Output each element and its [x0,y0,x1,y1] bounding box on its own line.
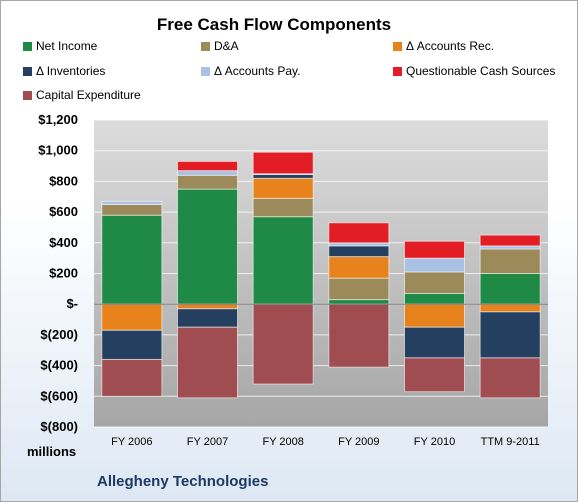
bar-segment [101,329,163,360]
legend-item: Δ Accounts Pay. [201,64,301,78]
legend-label: Δ Inventories [36,64,106,78]
bar-segment [404,257,465,273]
legend-swatch [201,67,210,76]
bar-segment [177,326,238,399]
legend-label: Δ Accounts Pay. [214,64,301,78]
legend-label: D&A [214,39,239,53]
bar-segment [404,357,465,393]
bar-segment [479,273,541,305]
bar-segment [328,303,390,368]
x-tick-label: TTM 9-2011 [481,436,540,448]
legend-item: Questionable Cash Sources [393,64,555,78]
chart-title: Free Cash Flow Components [156,15,392,34]
bar-segment [328,277,390,301]
legend-label: Questionable Cash Sources [406,64,556,78]
bar-segment [101,303,163,331]
bar-segment [177,170,238,176]
y-tick-label: $200 [49,266,78,281]
bar-segment [177,308,238,328]
bar-segment [101,200,163,205]
bar-segment [479,311,541,359]
bar-segment [252,151,314,175]
x-tick-label: FY 2007 [187,436,228,448]
x-tick-label: FY 2006 [111,436,152,448]
y-tick-label: $600 [49,204,78,219]
bar-segment [404,292,465,305]
y-tick-label: $(600) [40,388,78,403]
bar-segment [177,303,238,310]
legend-item: Δ Accounts Rec. [393,39,494,53]
y-tick-label: $400 [49,235,78,250]
legend-item: Δ Inventories [23,64,105,78]
bar-segment [328,299,390,305]
legend-label: Net Income [36,39,98,53]
y-tick-label: $1,000 [38,143,78,158]
x-tick-label: FY 2010 [414,436,455,448]
y-tick-label: $(200) [40,327,78,342]
x-tick-label: FY 2008 [262,436,303,448]
bar-segment [252,197,314,218]
y-tick-label: $(800) [40,419,78,434]
bar-segment [328,222,390,244]
legend-swatch [201,42,210,51]
legend-swatch [393,42,402,51]
bar-segment [479,357,541,399]
bar-segment [177,160,238,172]
legend-item: Net Income [23,39,97,53]
bar-segment [252,173,314,179]
bar-segment [479,248,541,275]
legend-swatch [23,42,32,51]
bar-segment [404,271,465,294]
legend-label: Capital Expenditure [36,88,141,102]
bar-segment [404,303,465,328]
y-tick-label: $1,200 [38,112,78,127]
bar-segment [328,245,390,258]
bar-segment [101,358,163,397]
bar-segment [404,240,465,259]
legend-swatch [23,67,32,76]
bar-segment [328,256,390,279]
bar-segment [479,303,541,313]
x-tick-label: FY 2009 [338,436,379,448]
bar-segment [252,216,314,305]
bar-segment [252,303,314,385]
bar-segment [404,326,465,359]
bar-segment [252,177,314,199]
legend-swatch [393,67,402,76]
bar-segment [177,188,238,305]
bar-segment [479,234,541,247]
bar-segment [101,214,163,305]
legend-label: Δ Accounts Rec. [406,39,495,53]
y-tick-label: $800 [49,173,78,188]
y-tick-label: $(400) [40,358,78,373]
units-label: millions [27,444,77,459]
legend-item: Capital Expenditure [23,88,141,102]
bar-segment [177,174,238,190]
legend-item: D&A [201,39,239,53]
bar-segment [101,203,163,216]
legend-swatch [23,91,32,100]
company-name: Allegheny Technologies [97,473,269,490]
y-tick-label: $- [66,296,78,311]
